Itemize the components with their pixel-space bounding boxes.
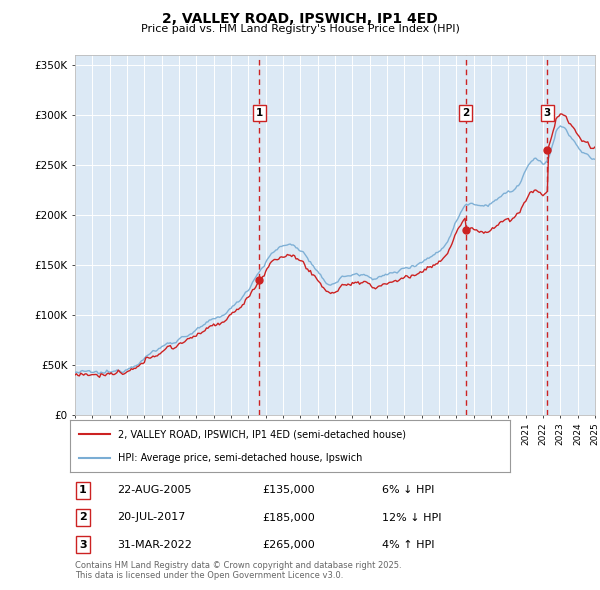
- Text: Price paid vs. HM Land Registry's House Price Index (HPI): Price paid vs. HM Land Registry's House …: [140, 24, 460, 34]
- Text: 4% ↑ HPI: 4% ↑ HPI: [382, 540, 434, 550]
- Text: 12% ↓ HPI: 12% ↓ HPI: [382, 513, 442, 523]
- Text: 2: 2: [79, 513, 87, 523]
- Text: 31-MAR-2022: 31-MAR-2022: [117, 540, 191, 550]
- Text: 22-AUG-2005: 22-AUG-2005: [117, 486, 191, 495]
- Text: Contains HM Land Registry data © Crown copyright and database right 2025.
This d: Contains HM Land Registry data © Crown c…: [75, 560, 401, 580]
- Text: 3: 3: [544, 107, 551, 117]
- Text: 3: 3: [79, 540, 87, 550]
- Text: 2: 2: [462, 107, 469, 117]
- Text: 2, VALLEY ROAD, IPSWICH, IP1 4ED: 2, VALLEY ROAD, IPSWICH, IP1 4ED: [162, 12, 438, 26]
- Text: 2, VALLEY ROAD, IPSWICH, IP1 4ED (semi-detached house): 2, VALLEY ROAD, IPSWICH, IP1 4ED (semi-d…: [118, 429, 406, 439]
- Text: 6% ↓ HPI: 6% ↓ HPI: [382, 486, 434, 495]
- Text: HPI: Average price, semi-detached house, Ipswich: HPI: Average price, semi-detached house,…: [118, 453, 363, 463]
- Text: £185,000: £185,000: [262, 513, 315, 523]
- Text: 1: 1: [79, 486, 87, 495]
- Text: 20-JUL-2017: 20-JUL-2017: [117, 513, 185, 523]
- Text: £135,000: £135,000: [262, 486, 315, 495]
- Text: 1: 1: [256, 107, 263, 117]
- Text: £265,000: £265,000: [262, 540, 315, 550]
